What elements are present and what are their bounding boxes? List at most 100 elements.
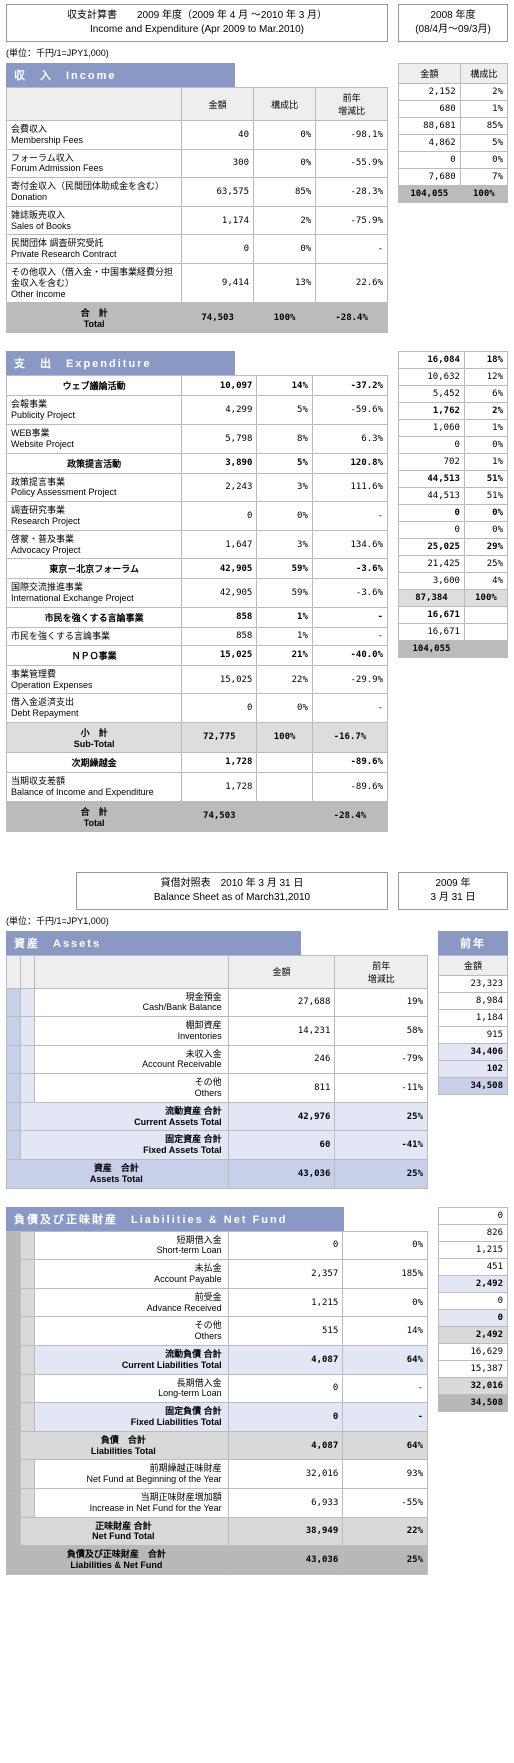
exp-table: ウェブ議論活動10,09714%-37.2%会報事業 Publicity Pro… <box>6 375 388 831</box>
table-row: その他 Others51514% <box>7 1317 428 1346</box>
table-row: 会報事業 Publicity Project4,2995%-59.6% <box>7 396 388 425</box>
net-begin: 前期繰越正味財産 Net Fund at Beginning of the Ye… <box>7 1460 428 1489</box>
income-total-row: 合 計 Total 74,503 100% -28.4% <box>7 303 388 333</box>
table-row: 棚卸資産 Inventories14,23158% <box>7 1017 428 1046</box>
table-row: 5,4526% <box>399 386 508 403</box>
table-row: WEB事業 Website Project5,7988%6.3% <box>7 424 388 453</box>
assets-total: 資産 合計 Assets Total 43,036 25% <box>7 1160 428 1189</box>
expenditure-block: 支 出 Expenditure ウェブ議論活動10,09714%-37.2%会報… <box>6 351 508 831</box>
table-row: 事業管理費 Operation Expenses15,02522%-29.9% <box>7 665 388 694</box>
table-row: その他 Others811-11% <box>7 1074 428 1103</box>
liab-table: 短期借入金 Short-term Loan00%未払金 Account Paya… <box>6 1231 428 1575</box>
table-row: ＮＰＯ事業15,02521%-40.0% <box>7 645 388 665</box>
table-row: 3,6004% <box>399 573 508 590</box>
table-row: 2,1522% <box>399 84 508 101</box>
table-row: 1,184 <box>439 1009 508 1026</box>
assets-title: 資産 Assets <box>6 931 301 955</box>
table-row: 88,68185% <box>399 118 508 135</box>
table-row: 借入金返済支出 Debt Repayment00%- <box>7 694 388 723</box>
table-row: フォーラム収入 Forum Admission Fees3000%-55.9% <box>7 149 388 178</box>
pl-title-side: 2008 年度 (08/4月～09/3月) <box>398 4 508 42</box>
table-row: 国際交流推進事業 International Exchange Project4… <box>7 579 388 608</box>
table-row: その他収入（借入金・中国事業経費分担金収入を含む） Other Income9,… <box>7 263 388 302</box>
table-row: 会費収入 Membership Fees400%-98.1% <box>7 121 388 150</box>
pl-prev-year: 2008 年度 <box>405 9 501 23</box>
exp-title: 支 出 Expenditure <box>6 351 235 375</box>
exp-total: 合 計 Total 74,503 -28.4% <box>7 801 388 831</box>
table-row: 前受金 Advance Received1,2150% <box>7 1288 428 1317</box>
carry-row: 当期収支差額 Balance of Income and Expenditure… <box>7 772 388 801</box>
bs-header: 貸借対照表 2010 年 3 月 31 日 Balance Sheet as o… <box>6 872 508 910</box>
liab-total: 負債 合計 Liabilities Total 4,087 64% <box>7 1431 428 1460</box>
table-row: 寄付金収入（民間団体助成金を含む） Donation63,57585%-28.3… <box>7 178 388 207</box>
table-row: 啓蒙・普及事業 Advocacy Project1,6473%134.6% <box>7 530 388 559</box>
table-row: 4,8625% <box>399 135 508 152</box>
table-row: 16,08418% <box>399 352 508 369</box>
pl-header: 収支計算書 2009 年度（2009 年 4 月 ～2010 年 3 月） In… <box>6 4 508 42</box>
current-liab-total: 流動負債 合計 Current Liabilities Total 4,087 … <box>7 1346 428 1375</box>
table-row: 915 <box>439 1026 508 1043</box>
table-row: 00% <box>399 152 508 169</box>
assets-prev-title: 前年 <box>438 931 508 955</box>
carry-head: 次期繰越金 1,728 -89.6% <box>7 752 388 772</box>
fixed-liab-total: 固定負債 合計 Fixed Liabilities Total 0 - <box>7 1403 428 1432</box>
bs-title-side: 2009 年 3 月 31 日 <box>398 872 508 910</box>
table-row: 1,0601% <box>399 420 508 437</box>
table-row: 1,215 <box>439 1241 508 1258</box>
income-block: 収 入 Income 金額 構成比 前年 増減比 会費収入 Membership… <box>6 63 508 333</box>
table-row: 451 <box>439 1258 508 1275</box>
income-table: 金額 構成比 前年 増減比 会費収入 Membership Fees400%-9… <box>6 87 388 333</box>
income-prev-table: 金額 構成比 2,1522%6801%88,68185%4,8625%00%7,… <box>398 63 508 203</box>
bs-title-main: 貸借対照表 2010 年 3 月 31 日 Balance Sheet as o… <box>76 872 388 910</box>
table-row: 民間団体 調査研究受託 Private Research Contract00%… <box>7 235 388 264</box>
table-row: 市民を強くする言論事業8581%- <box>7 627 388 645</box>
table-row: 東京－北京フォーラム42,90559%-3.6% <box>7 559 388 579</box>
col-ratio: 構成比 <box>254 88 316 121</box>
table-row: 44,51351% <box>399 471 508 488</box>
table-row: 0 <box>439 1207 508 1224</box>
table-row: 政策提言活動3,8905%120.8% <box>7 453 388 473</box>
bs-unit: (単位：千円/1=JPY1,000) <box>6 914 508 927</box>
liab-block: 負債及び正味財産 Liabilities & Net Fund 短期借入金 Sh… <box>6 1207 508 1575</box>
current-assets-total: 流動資産 合計 Current Assets Total 42,976 25% <box>7 1102 428 1131</box>
pl-title-en: Income and Expenditure (Apr 2009 to Mar.… <box>13 23 381 37</box>
exp-subtotal: 小 計 Sub-Total 72,775 100% -16.7% <box>7 722 388 752</box>
long-loan: 長期借入金 Long-term Loan 0 - <box>7 1374 428 1403</box>
table-row: 1,7622% <box>399 403 508 420</box>
assets-block: 資産 Assets 金額 前年 増減比 現金預金 Cash/Bank Balan… <box>6 931 508 1189</box>
table-row: 00% <box>399 522 508 539</box>
table-row: 未払金 Account Payable2,357185% <box>7 1260 428 1289</box>
table-row: 未収入金 Account Receivable246-79% <box>7 1045 428 1074</box>
table-row: 政策提言事業 Policy Assessment Project2,2433%1… <box>7 473 388 502</box>
pl-unit: (単位：千円/1=JPY1,000) <box>6 46 508 59</box>
table-row: 00% <box>399 505 508 522</box>
pl-title-main: 収支計算書 2009 年度（2009 年 4 月 ～2010 年 3 月） In… <box>6 4 388 42</box>
assets-table: 金額 前年 増減比 現金預金 Cash/Bank Balance27,68819… <box>6 955 428 1189</box>
table-row: 23,323 <box>439 975 508 992</box>
table-row: ウェブ議論活動10,09714%-37.2% <box>7 376 388 396</box>
net-total: 正味財産 合計 Net Fund Total 38,949 22% <box>7 1517 428 1546</box>
pl-prev-period: (08/4月～09/3月) <box>405 23 501 37</box>
table-row: 7021% <box>399 454 508 471</box>
table-row: 6801% <box>399 101 508 118</box>
income-prev-total: 104,055 100% <box>399 186 508 203</box>
table-row: 826 <box>439 1224 508 1241</box>
table-row: 現金預金 Cash/Bank Balance27,68819% <box>7 988 428 1017</box>
net-inc: 当期正味財産増加額 Increase in Net Fund for the Y… <box>7 1489 428 1518</box>
exp-prev-table: 16,08418%10,63212%5,4526%1,7622%1,0601%0… <box>398 351 508 658</box>
table-row: 調査研究事業 Research Project00%- <box>7 502 388 531</box>
table-row: 短期借入金 Short-term Loan00% <box>7 1231 428 1260</box>
income-title: 収 入 Income <box>6 63 235 87</box>
fixed-assets-total: 固定資産 合計 Fixed Assets Total 60 -41% <box>7 1131 428 1160</box>
table-row: 7,6807% <box>399 169 508 186</box>
table-row: 10,63212% <box>399 369 508 386</box>
table-row: 25,02529% <box>399 539 508 556</box>
table-row: 21,42525% <box>399 556 508 573</box>
table-row: 44,51351% <box>399 488 508 505</box>
table-row: 00% <box>399 437 508 454</box>
liab-grand-total: 負債及び正味財産 合計 Liabilities & Net Fund 43,03… <box>7 1546 428 1575</box>
col-amount: 金額 <box>182 88 254 121</box>
table-row: 雑誌販売収入 Sales of Books1,1742%-75.9% <box>7 206 388 235</box>
pl-title-jp: 収支計算書 2009 年度（2009 年 4 月 ～2010 年 3 月） <box>13 9 381 23</box>
table-row: 8,984 <box>439 992 508 1009</box>
